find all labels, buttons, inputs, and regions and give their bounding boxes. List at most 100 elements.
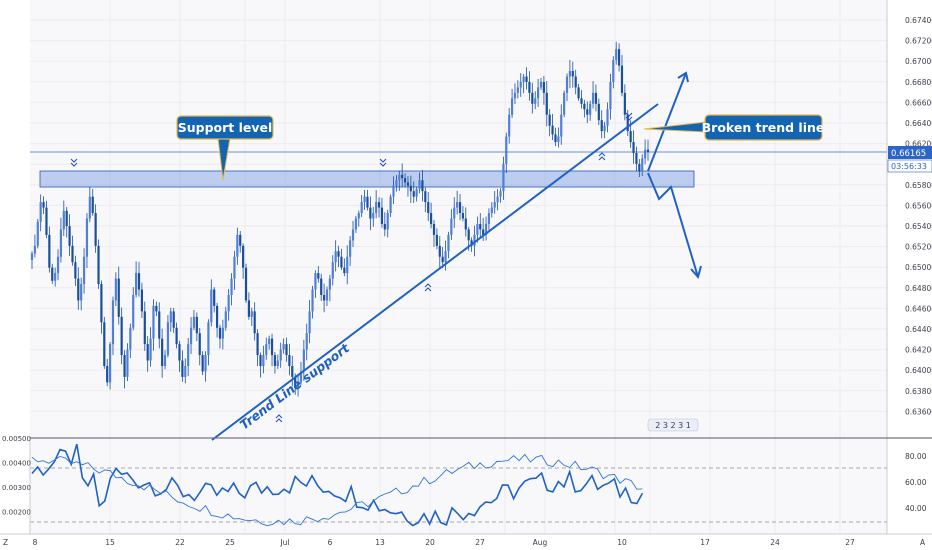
candle-body — [236, 234, 239, 257]
candle-body — [146, 344, 149, 361]
candle-body — [36, 221, 39, 246]
time-tick-label: Jul — [279, 538, 289, 547]
candle-body — [106, 365, 109, 383]
candle-body — [201, 355, 204, 372]
candle-body — [175, 327, 178, 345]
time-tick-label: 20 — [425, 538, 435, 547]
candle-body — [453, 207, 456, 219]
candle-body — [221, 327, 224, 339]
indicator-axis: 0.00500 0.00400 0.00300 0.00200 80.00 60.00 40… — [2, 435, 927, 517]
candle-body — [100, 284, 103, 323]
candle-body — [71, 245, 74, 263]
candle-body — [250, 311, 253, 317]
candle-body — [617, 49, 621, 66]
candle-body — [108, 344, 112, 383]
candle-body — [401, 174, 404, 179]
candle-body — [343, 267, 346, 274]
candle-body — [568, 71, 572, 77]
candle-body — [88, 196, 91, 219]
candle-body — [525, 76, 528, 82]
candle-body — [80, 284, 83, 301]
candle-body — [531, 92, 534, 104]
candle-body — [129, 327, 132, 350]
countdown-tag — [887, 159, 932, 173]
candle-body — [204, 355, 207, 372]
candle-body — [629, 131, 632, 143]
candle-body — [317, 273, 320, 279]
candle-body — [68, 226, 71, 246]
candle-body — [415, 189, 418, 197]
time-tick-label: 8 — [33, 538, 38, 547]
candle-body — [484, 223, 488, 235]
indicator-left-tick: 0.00300 — [2, 484, 31, 492]
candle-body — [351, 229, 355, 241]
candle-body — [615, 49, 618, 61]
candle-body — [450, 218, 453, 235]
candle-body — [369, 207, 372, 219]
event-badges[interactable] — [647, 418, 699, 432]
time-tick-label: 22 — [175, 538, 185, 547]
candle-body — [155, 305, 158, 312]
candle-body — [181, 360, 184, 377]
candle-body — [591, 92, 595, 104]
candle-body — [421, 180, 424, 192]
candle-body — [510, 98, 514, 115]
candle-body — [398, 174, 401, 181]
trend-line-support[interactable] — [211, 103, 659, 441]
candle-body — [169, 311, 172, 323]
candle-body — [192, 316, 196, 328]
candle-body — [638, 163, 641, 172]
indicator-right-tick: 60.00 — [905, 478, 927, 487]
candle-body — [380, 207, 384, 224]
candle-body — [85, 218, 89, 257]
candle-body — [294, 376, 297, 388]
candle-body — [534, 98, 537, 104]
candle-body — [456, 202, 459, 208]
candle-body — [508, 114, 511, 137]
candle-body — [372, 213, 375, 219]
time-tick-label: 24 — [770, 538, 780, 547]
candle-body — [270, 338, 274, 356]
candle-body — [447, 234, 450, 252]
support-callout-label: Support level — [178, 120, 273, 135]
candle-body — [94, 213, 97, 246]
candle-body — [403, 178, 407, 183]
candlestick-series — [30, 41, 650, 397]
candle-body — [337, 251, 340, 257]
candle-body — [230, 278, 233, 295]
candle-body — [470, 240, 473, 246]
candle-body — [126, 349, 129, 377]
time-axis[interactable]: Z 8 15 22 25 Jul 6 13 20 27 Aug 10 17 24 27 A — [3, 538, 926, 547]
candle-body — [137, 273, 141, 290]
candle-body — [97, 245, 100, 285]
candle-body — [184, 365, 187, 377]
candle-body — [135, 273, 138, 295]
candle-body — [565, 76, 569, 93]
candle-body — [227, 294, 230, 312]
candle-body — [537, 87, 540, 99]
candle-body — [366, 196, 369, 208]
time-tick-label: 13 — [375, 538, 385, 547]
candle-body — [577, 87, 580, 99]
candle-body — [377, 202, 381, 208]
candle-body — [482, 229, 485, 235]
candle-body — [33, 245, 36, 254]
candle-body — [259, 355, 262, 366]
time-tick-label: 10 — [617, 538, 627, 547]
candle-body — [163, 355, 167, 366]
candle-body — [594, 92, 598, 104]
candle-body — [548, 114, 551, 126]
candle-body — [583, 103, 586, 110]
candle-body — [641, 158, 644, 172]
candle-body — [123, 355, 126, 377]
candle-body — [268, 338, 271, 345]
support-callout-box — [176, 115, 274, 140]
candle-body — [519, 81, 522, 88]
candle-body — [62, 210, 65, 230]
candle-body — [444, 251, 447, 263]
